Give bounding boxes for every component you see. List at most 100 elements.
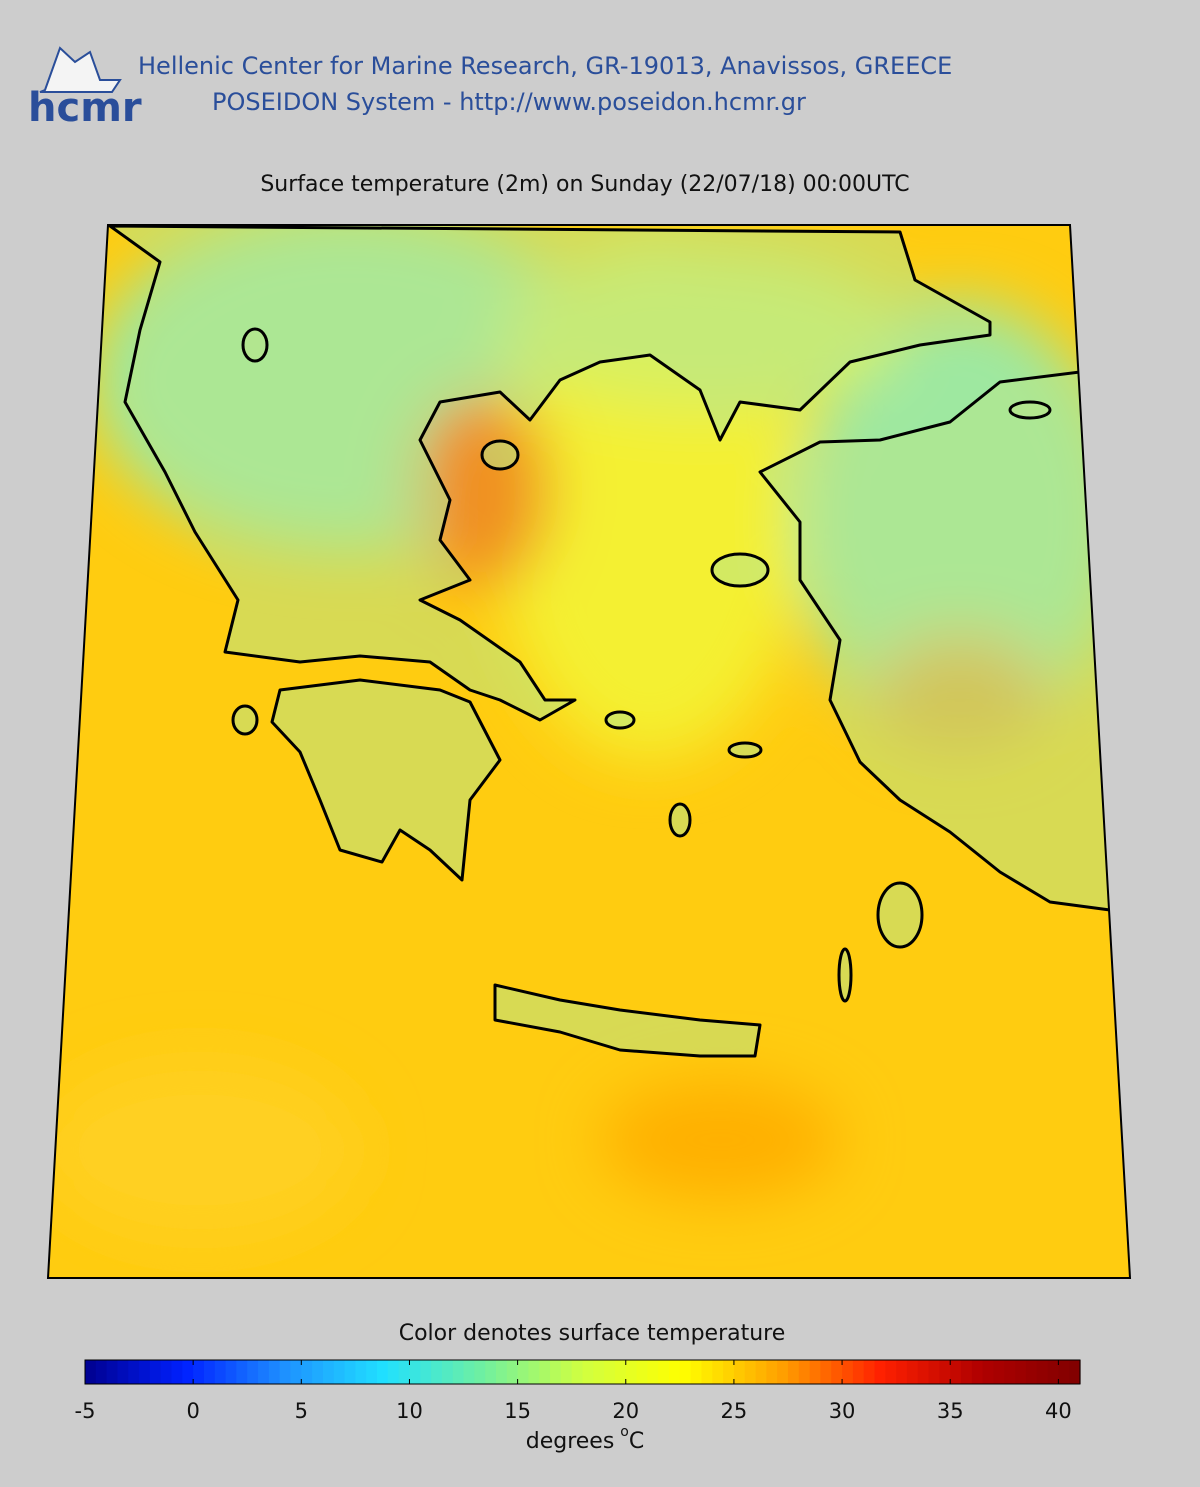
colorbar-label: Color denotes surface temperature (399, 1321, 786, 1346)
colorbar-cell (258, 1360, 270, 1384)
colorbar-cell (723, 1360, 735, 1384)
colorbar-cell (344, 1360, 356, 1384)
colorbar-cell (560, 1360, 573, 1384)
coastline (493, 983, 762, 1058)
colorbar-cell (679, 1360, 692, 1384)
coastline (758, 370, 1112, 912)
colorbar-cell (182, 1360, 194, 1384)
colorbar-cell (128, 1360, 140, 1384)
colorbar-cell (333, 1360, 346, 1384)
colorbar-cell (571, 1360, 584, 1384)
island (727, 741, 763, 759)
colorbar-cell (896, 1360, 908, 1384)
colorbar-cell (247, 1360, 259, 1384)
colorbar-cell (160, 1360, 173, 1384)
colorbar-tick-label: 40 (1045, 1399, 1072, 1423)
unit-label: degrees oC (526, 1424, 645, 1454)
colorbar-cell (398, 1360, 411, 1384)
colorbar-cell (106, 1360, 119, 1384)
colorbar-cell (322, 1360, 335, 1384)
colorbar-tick-label: 35 (937, 1399, 964, 1423)
header-line: Hellenic Center for Marine Research, GR-… (138, 52, 952, 80)
unit-suffix: C (629, 1429, 644, 1454)
colorbar: -5 0 5 10 15 20 25 30 35 40 (75, 1359, 1081, 1423)
unit-text: degrees (526, 1429, 615, 1454)
island (231, 704, 259, 736)
colorbar-cell (279, 1360, 292, 1384)
map-frame (46, 224, 1132, 1279)
colorbar-cell (203, 1360, 216, 1384)
island (241, 327, 269, 363)
colorbar-cell (1015, 1360, 1027, 1384)
colorbar-cell (755, 1360, 767, 1384)
colorbar-cell (85, 1360, 97, 1384)
coastline (108, 225, 992, 722)
colorbar-cell (712, 1360, 724, 1384)
colorbar-cell (377, 1360, 389, 1384)
colorbar-cell (268, 1360, 281, 1384)
logo-ship (39, 46, 122, 93)
colorbar-cell (1036, 1360, 1049, 1384)
colorbar-cell (149, 1360, 162, 1384)
island (604, 710, 636, 730)
colorbar-cell (690, 1360, 703, 1384)
colorbar-cell (312, 1360, 324, 1384)
colorbar-tick-label: 5 (295, 1399, 308, 1423)
colorbar-cell (647, 1360, 659, 1384)
colorbar-cell (604, 1360, 616, 1384)
colorbar-cell (744, 1360, 757, 1384)
colorbar-cell (225, 1360, 238, 1384)
colorbar-cell (669, 1360, 681, 1384)
colorbar-cell (701, 1360, 713, 1384)
colorbar-cell (733, 1360, 746, 1384)
colorbar-cell (939, 1360, 951, 1384)
colorbar-frame (84, 1359, 1081, 1385)
island (876, 881, 924, 949)
colorbar-cell (625, 1360, 638, 1384)
colorbar-tick-label: 30 (829, 1399, 856, 1423)
colorbar-cell (366, 1360, 378, 1384)
colorbar-cell (917, 1360, 930, 1384)
colorbar-cell (139, 1360, 151, 1384)
colorbar-cell (766, 1360, 778, 1384)
colorbar-cell (301, 1360, 313, 1384)
map-title: Surface temperature (2m) on Sunday (22/0… (260, 172, 909, 197)
colorbar-cell (874, 1360, 886, 1384)
colorbar-cell (214, 1360, 227, 1384)
colorbar-cell (355, 1360, 367, 1384)
island (480, 439, 520, 471)
colorbar-cell (431, 1360, 443, 1384)
colorbar-cell (474, 1360, 486, 1384)
colorbar-cell (506, 1360, 519, 1384)
colorbar-cell (831, 1360, 843, 1384)
colorbar-cell (452, 1360, 465, 1384)
colorbar-tick-label: 15 (504, 1399, 531, 1423)
colorbar-cell (171, 1360, 183, 1384)
colorbar-tick-label: 25 (721, 1399, 748, 1423)
coastline (270, 678, 502, 882)
colorbar-cell (441, 1360, 454, 1384)
island (1008, 400, 1052, 420)
colorbar-cell (236, 1360, 248, 1384)
colorbar-cell (387, 1360, 400, 1384)
colorbar-cell (1004, 1360, 1016, 1384)
colorbar-cell (528, 1360, 540, 1384)
colorbar-tick-label: 0 (186, 1399, 199, 1423)
header-line: POSEIDON System - http://www.poseidon.hc… (212, 88, 806, 116)
map-area (48, 225, 1130, 1278)
colorbar-cell (95, 1360, 108, 1384)
colorbar-cell (495, 1360, 508, 1384)
colorbar-cell (614, 1360, 627, 1384)
colorbar-cell (777, 1360, 789, 1384)
colorbar-cell (485, 1360, 497, 1384)
colorbar-cell (906, 1360, 919, 1384)
colorbar-cell (290, 1360, 302, 1384)
colorbar-cell (409, 1360, 421, 1384)
colorbar-cell (961, 1360, 973, 1384)
colorbar-cell (517, 1360, 530, 1384)
colorbar-cell (636, 1360, 648, 1384)
colorbar-cell (842, 1360, 854, 1384)
colorbar-cell (593, 1360, 605, 1384)
